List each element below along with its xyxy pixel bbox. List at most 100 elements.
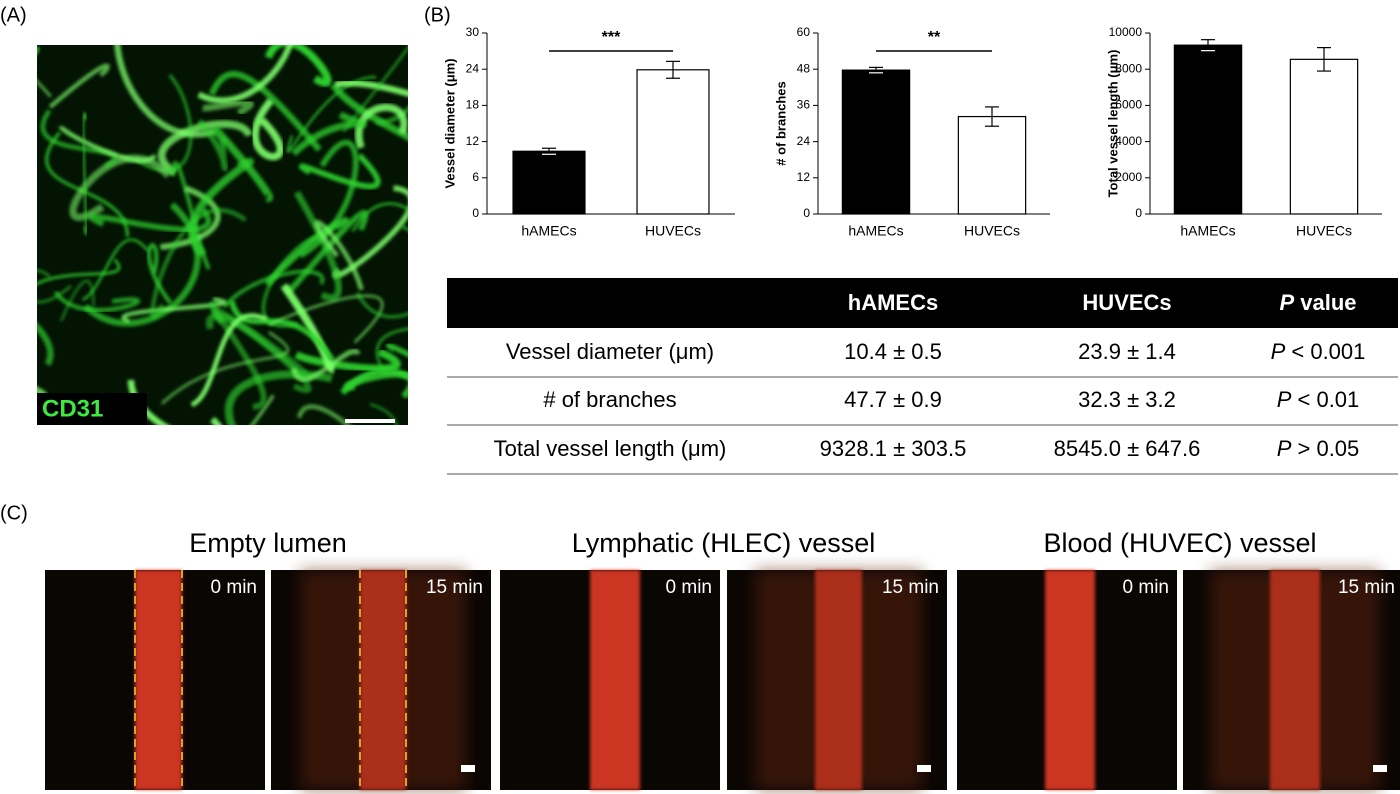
table-cell: 47.7 ± 0.9 [844,387,942,412]
vessel-strand [280,283,336,374]
dye-band [360,570,406,790]
table-cell: 10.4 ± 0.5 [844,339,942,364]
dye-band [815,570,862,790]
y-tick-label: 2000 [1115,170,1142,184]
bar [957,115,1027,215]
table-cell: 32.3 ± 3.2 [1078,387,1176,412]
time-label: 0 min [666,577,712,598]
vessel-strand [88,207,212,233]
table-cell: P > 0.05 [1277,436,1360,461]
vessel-strand [37,258,121,286]
x-tick-label: HUVECs [964,223,1020,239]
vessel-strand [299,153,381,190]
y-tick-label: 0 [1135,206,1142,220]
group-title: Blood (HUVEC) vessel [1043,528,1316,558]
y-tick-label: 10000 [1109,25,1143,39]
table-header [447,278,1398,328]
group-title: Empty lumen [189,528,347,558]
scale-bar [917,765,931,772]
y-tick-label: 24 [466,61,480,75]
vessel-strand [222,269,325,309]
dye-band [135,570,182,790]
scale-bar [1373,765,1387,772]
vessel-strand [250,394,275,425]
vessel-strand [207,301,267,410]
table-cell: P < 0.001 [1271,339,1366,364]
vessel-strand [197,45,293,104]
vessel-strand [375,327,408,377]
y-tick-label: 12 [797,170,811,184]
bar [636,69,710,215]
vessel-strand [267,294,384,344]
group-title: Lymphatic (HLEC) vessel [572,528,876,558]
vessel-strand [81,112,88,236]
x-tick-label: hAMECs [848,223,903,239]
y-axis-label: Total vessel length (μm) [1105,50,1120,198]
vessel-strand [314,220,364,291]
panel-label: (C) [0,502,28,524]
dye-band [1045,570,1095,790]
time-label: 0 min [1123,577,1169,598]
bar [512,150,586,215]
time-label: 15 min [882,577,939,598]
italic-text: P [1277,436,1292,461]
vessel-strand [208,70,322,152]
vessel-strand [150,208,247,319]
cell-text: < 0.01 [1291,387,1359,412]
vessel-strand [251,97,285,161]
cell-text: > 0.05 [1291,436,1359,461]
vessel-strand [340,367,408,396]
dye-band [590,570,640,790]
vessel-strand [386,342,408,358]
time-label: 15 min [426,577,483,598]
x-tick-label: HUVECs [645,223,701,239]
significance-label: *** [602,29,621,46]
x-tick-label: HUVECs [1296,223,1352,239]
y-tick-label: 6000 [1115,98,1142,112]
panel-label: (A) [0,4,27,26]
y-tick-label: 6 [472,170,479,184]
vessel-strand [58,125,157,163]
y-tick-label: 8000 [1115,61,1142,75]
vessel-strand [298,139,359,259]
panel-label: (B) [424,4,451,26]
y-tick-label: 60 [797,25,811,39]
vessel-strand [212,126,273,202]
vessel-strand [48,63,110,109]
vessel-strand [81,238,149,302]
scale-bar [461,765,475,772]
y-tick-label: 36 [797,98,811,112]
column-header: P value [1279,290,1356,315]
x-tick-label: hAMECs [521,223,576,239]
vessel-strand [264,45,332,87]
vessel-strand [342,45,408,133]
y-axis-label: Vessel diameter (μm) [442,58,457,188]
vessel-strand [291,111,367,156]
vessel-strand [202,99,254,116]
vessel-strand [37,322,54,367]
y-tick-label: 0 [472,206,479,220]
italic-text: P [1271,339,1286,364]
table-cell: 9328.1 ± 303.5 [820,436,967,461]
column-header: hAMECs [848,290,938,315]
vessel-strand [355,292,408,319]
cell-text: < 0.001 [1285,339,1365,364]
vessel-strand [330,82,408,141]
vessel-strand [121,297,227,324]
table-cell: Vessel diameter (μm) [506,339,714,364]
vessel-strand [190,313,268,408]
image-label: CD31 [42,395,103,422]
vessel-strand [293,190,342,301]
scale-bar [345,419,395,423]
vessel-strand [60,279,95,322]
y-axis-label: # of branches [773,81,788,166]
vessel-strand [147,243,173,305]
vessel-strand [296,404,352,425]
vessel-strand [160,185,221,250]
micrograph-a: CD31 [37,45,408,425]
y-tick-label: 0 [803,206,810,220]
vessel-strand [351,202,408,232]
vessel-strand [355,103,408,149]
bar [1289,58,1359,215]
time-label: 15 min [1338,577,1395,598]
